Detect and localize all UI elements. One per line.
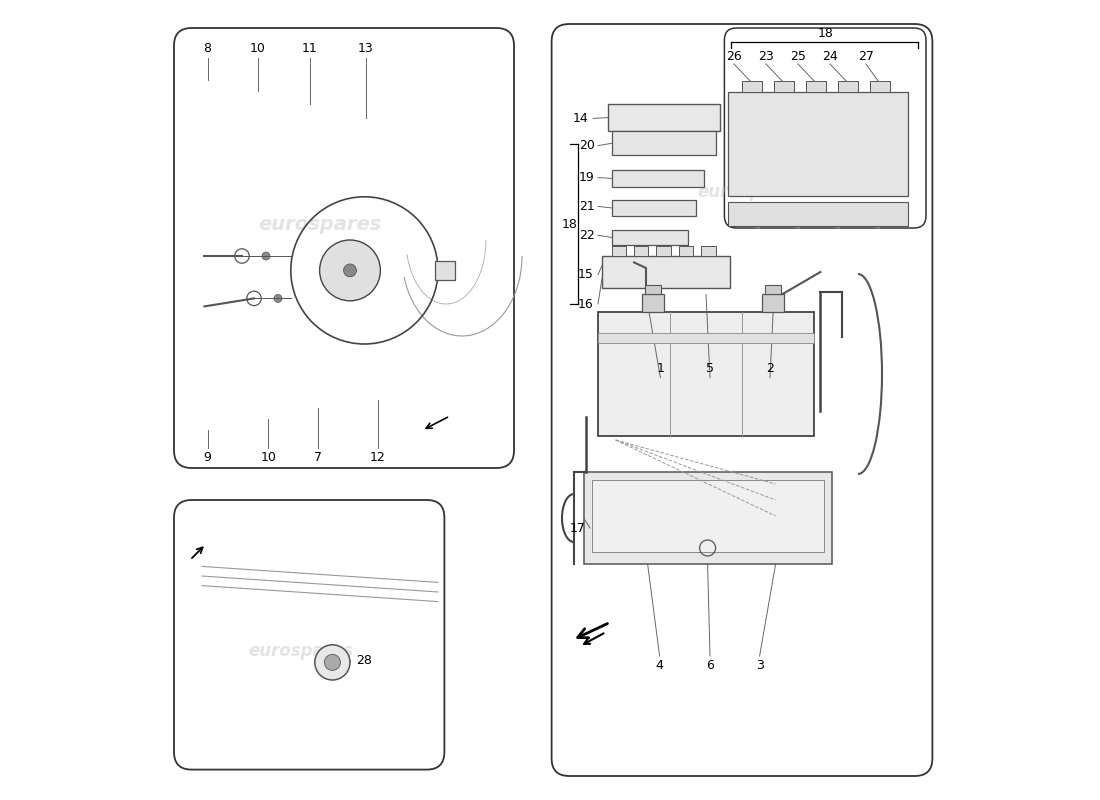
Bar xyxy=(762,294,784,312)
Bar xyxy=(613,230,689,245)
Bar xyxy=(838,81,858,92)
Text: 14: 14 xyxy=(572,112,588,125)
Text: 12: 12 xyxy=(370,451,386,464)
Text: 23: 23 xyxy=(758,50,774,62)
Text: 10: 10 xyxy=(250,42,266,54)
Bar xyxy=(613,200,696,216)
Text: eurospares: eurospares xyxy=(249,642,354,660)
Circle shape xyxy=(262,252,270,260)
Text: 18: 18 xyxy=(817,27,833,40)
Bar xyxy=(806,81,826,92)
FancyBboxPatch shape xyxy=(551,24,933,776)
Bar xyxy=(592,480,824,552)
Text: 2: 2 xyxy=(766,362,774,374)
Bar xyxy=(634,246,648,256)
Bar xyxy=(727,92,908,196)
Text: 17: 17 xyxy=(570,522,585,534)
Text: 19: 19 xyxy=(579,171,595,184)
Bar xyxy=(613,131,716,155)
Bar xyxy=(584,472,832,564)
Bar xyxy=(701,246,716,256)
Text: 6: 6 xyxy=(706,659,714,672)
Bar xyxy=(607,104,719,131)
Text: 16: 16 xyxy=(579,298,594,310)
Text: 18: 18 xyxy=(561,218,578,230)
Text: eurospares: eurospares xyxy=(782,146,861,158)
Circle shape xyxy=(324,654,340,670)
Text: 20: 20 xyxy=(579,139,595,152)
Bar xyxy=(727,202,908,226)
Text: eurospares: eurospares xyxy=(258,214,382,234)
Text: 22: 22 xyxy=(579,229,595,242)
Text: 25: 25 xyxy=(790,50,806,62)
Bar xyxy=(679,246,693,256)
Text: 7: 7 xyxy=(314,451,322,464)
Circle shape xyxy=(343,264,356,277)
Bar xyxy=(598,333,814,343)
Bar xyxy=(870,81,890,92)
Text: 10: 10 xyxy=(261,451,276,464)
Bar xyxy=(646,285,661,294)
Bar xyxy=(642,294,664,312)
Bar xyxy=(766,285,781,294)
Text: 5: 5 xyxy=(706,362,714,374)
FancyBboxPatch shape xyxy=(174,28,514,468)
Text: 1: 1 xyxy=(657,362,664,374)
Bar xyxy=(602,256,730,288)
Bar xyxy=(774,81,794,92)
FancyBboxPatch shape xyxy=(725,28,926,228)
Text: 28: 28 xyxy=(356,654,372,666)
Text: 27: 27 xyxy=(858,50,873,62)
Text: 11: 11 xyxy=(302,42,318,54)
Text: 24: 24 xyxy=(822,50,838,62)
Text: 8: 8 xyxy=(204,42,211,54)
Text: 26: 26 xyxy=(726,50,741,62)
Bar xyxy=(612,246,626,256)
Text: 3: 3 xyxy=(756,659,763,672)
Text: 13: 13 xyxy=(359,42,374,54)
FancyBboxPatch shape xyxy=(174,500,444,770)
Text: 4: 4 xyxy=(656,659,663,672)
Text: 15: 15 xyxy=(579,268,594,281)
Text: eurospares: eurospares xyxy=(697,183,803,201)
Bar xyxy=(613,170,704,187)
Text: 21: 21 xyxy=(579,200,595,213)
Bar xyxy=(657,246,671,256)
Circle shape xyxy=(320,240,381,301)
Bar xyxy=(434,261,454,280)
Bar xyxy=(742,81,762,92)
Circle shape xyxy=(315,645,350,680)
Text: eurospares: eurospares xyxy=(632,390,756,410)
Bar xyxy=(598,312,814,436)
Circle shape xyxy=(274,294,282,302)
Text: 9: 9 xyxy=(204,451,211,464)
